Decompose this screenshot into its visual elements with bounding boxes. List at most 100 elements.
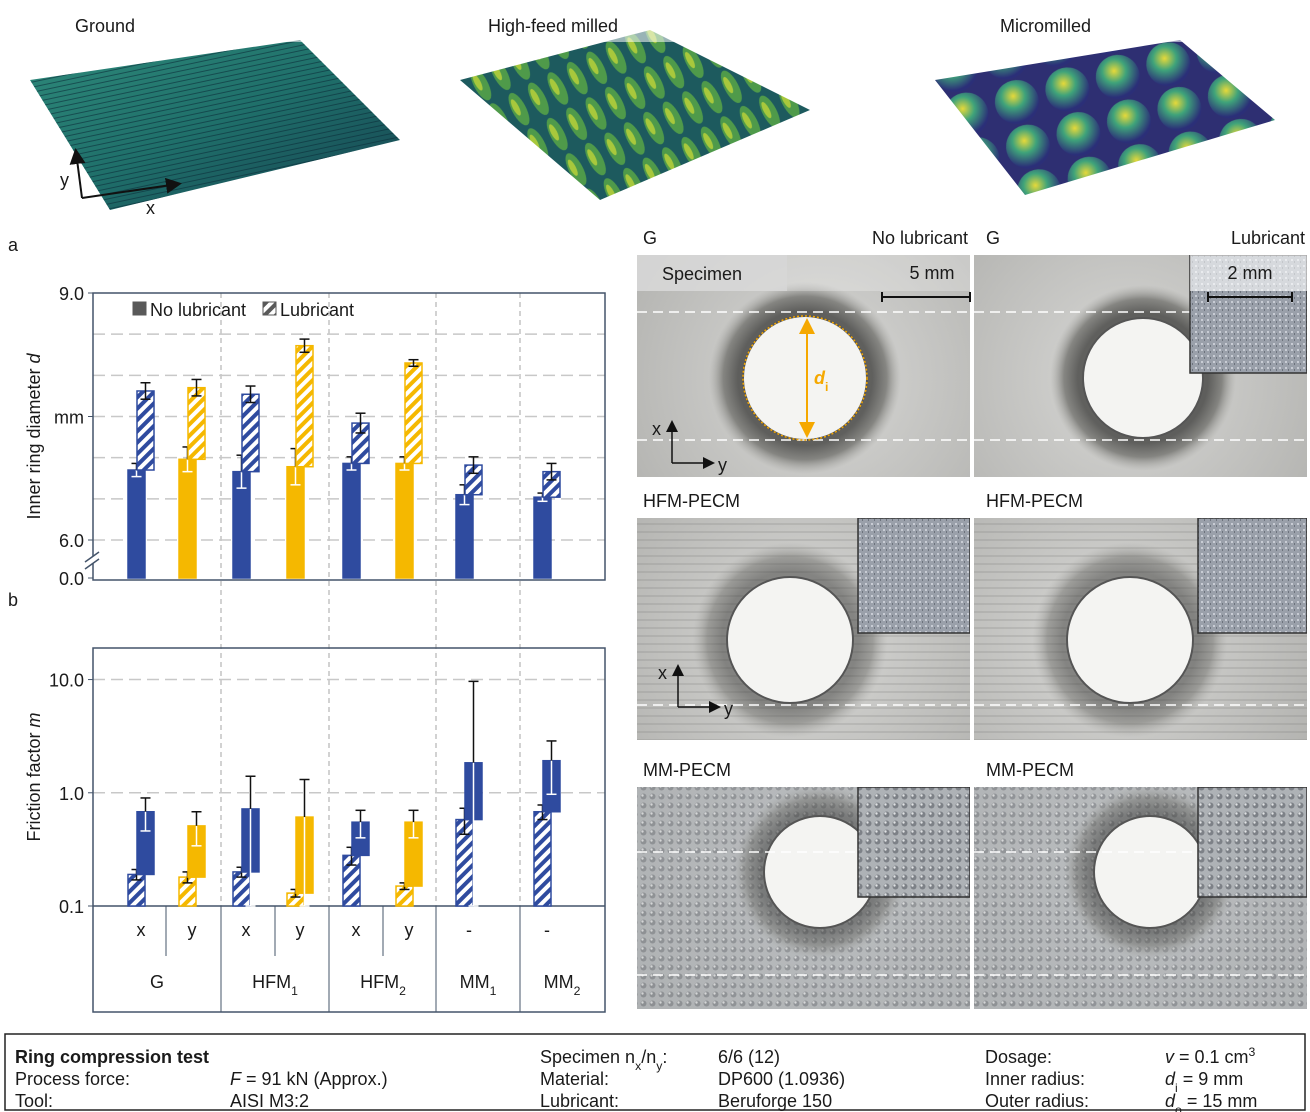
legend-swatch — [263, 302, 276, 315]
text-part: 2 — [574, 984, 581, 998]
ring-hole — [1094, 816, 1206, 928]
ring-hole — [727, 577, 853, 703]
bar — [534, 497, 551, 578]
text-part: MM — [460, 972, 490, 992]
text-part: G — [150, 972, 164, 992]
plot-frame — [93, 648, 605, 1012]
x-tick-label: - — [466, 920, 472, 940]
info-value: F = 91 kN (Approx.) — [230, 1069, 388, 1089]
y-tick-label: 1.0 — [59, 784, 84, 804]
text-part: /n — [641, 1047, 656, 1067]
axis-name: y — [724, 699, 733, 719]
panel-letter: a — [8, 235, 19, 255]
axis-name: x — [658, 663, 667, 683]
ring-hole — [1083, 318, 1203, 438]
x-tick-label: x — [352, 920, 361, 940]
legend-swatch — [133, 302, 146, 315]
y-tick-label: 6.0 — [59, 531, 84, 551]
legend-label: No lubricant — [150, 300, 246, 320]
text-part: Specimen n — [540, 1047, 635, 1067]
info-value: AISI M3:2 — [230, 1091, 309, 1111]
panel-label: G — [643, 228, 657, 248]
panel-label: HFM-PECM — [643, 491, 740, 511]
bar — [188, 388, 205, 460]
text-part: HFM — [360, 972, 399, 992]
info-value: DP600 (1.0936) — [718, 1069, 845, 1089]
panel-label: MM-PECM — [986, 760, 1074, 780]
info-label: Tool: — [15, 1091, 53, 1111]
axis-name: y — [60, 170, 69, 190]
info-title: Ring compression test — [15, 1047, 209, 1067]
bar — [405, 363, 422, 463]
inset — [1198, 787, 1307, 897]
text-part: HFM — [252, 972, 291, 992]
text-part: Friction factor — [24, 727, 44, 841]
info-label: Inner radius: — [985, 1069, 1085, 1089]
label-band — [0, 0, 1310, 42]
panel-condition: Lubricant — [1231, 228, 1305, 248]
group-label: G — [150, 972, 164, 992]
bar — [534, 812, 551, 906]
text-part: = 0.1 cm — [1174, 1047, 1249, 1067]
axis-name: y — [718, 455, 727, 475]
info-value: 6/6 (12) — [718, 1047, 780, 1067]
group-label: MM2 — [544, 972, 581, 998]
info-label: Outer radius: — [985, 1091, 1089, 1111]
text-part: = 9 mm — [1178, 1069, 1244, 1089]
text-part: Inner ring diameter — [24, 363, 44, 519]
surface-high-feed — [460, 30, 810, 200]
panel-label: G — [986, 228, 1000, 248]
panel-letter: b — [8, 590, 18, 610]
bar — [296, 346, 313, 467]
axis-name: x — [652, 419, 661, 439]
text-part: 1 — [490, 984, 497, 998]
y-tick-label: 0.1 — [59, 897, 84, 917]
x-tick-label: - — [544, 920, 550, 940]
text-part: m — [24, 712, 44, 727]
panel-label: MM-PECM — [643, 760, 731, 780]
legend-label: Lubricant — [280, 300, 354, 320]
info-value: v = 0.1 cm3 — [1165, 1045, 1256, 1067]
text-part: : — [662, 1047, 667, 1067]
y-tick-label: 10.0 — [49, 671, 84, 691]
surface-label: High-feed milled — [488, 16, 618, 36]
bar — [396, 463, 413, 578]
text-part: i — [825, 380, 828, 394]
specimen-label: Specimen — [662, 264, 742, 284]
bar — [179, 459, 196, 578]
bar — [128, 470, 145, 578]
y-tick-label: 0.0 — [59, 569, 84, 589]
inset — [858, 518, 970, 633]
inset — [858, 787, 970, 897]
panel-label: HFM-PECM — [986, 491, 1083, 511]
x-tick-label: y — [405, 920, 414, 940]
x-tick-label: y — [188, 920, 197, 940]
y-axis-label: Friction factor m — [24, 712, 44, 841]
panel-condition: No lubricant — [872, 228, 968, 248]
scale-bar-label: 5 mm — [910, 263, 955, 283]
bar — [343, 463, 360, 578]
x-tick-label: x — [242, 920, 251, 940]
surface-micromilled — [935, 40, 1275, 195]
info-box — [5, 1034, 1305, 1110]
info-label: Lubricant: — [540, 1091, 619, 1111]
x-tick-label: y — [296, 920, 305, 940]
bar — [137, 391, 154, 470]
x-tick-label: x — [137, 920, 146, 940]
y-tick-label: mm — [54, 408, 84, 428]
text-part: 1 — [291, 984, 298, 998]
ring-hole — [1067, 577, 1193, 703]
scale-bar-label: 2 mm — [1228, 263, 1273, 283]
surface-ground — [30, 40, 400, 210]
group-label: HFM1 — [252, 972, 298, 998]
group-label: HFM2 — [360, 972, 406, 998]
surface-label: Ground — [75, 16, 135, 36]
bar — [456, 495, 473, 578]
axis-name: x — [146, 198, 155, 218]
info-label: Material: — [540, 1069, 609, 1089]
info-label: Dosage: — [985, 1047, 1052, 1067]
y-axis-label: Inner ring diameter d — [24, 352, 44, 519]
text-part: = 15 mm — [1182, 1091, 1258, 1111]
y-tick-label: 9.0 — [59, 284, 84, 304]
surface-label: Micromilled — [1000, 16, 1091, 36]
